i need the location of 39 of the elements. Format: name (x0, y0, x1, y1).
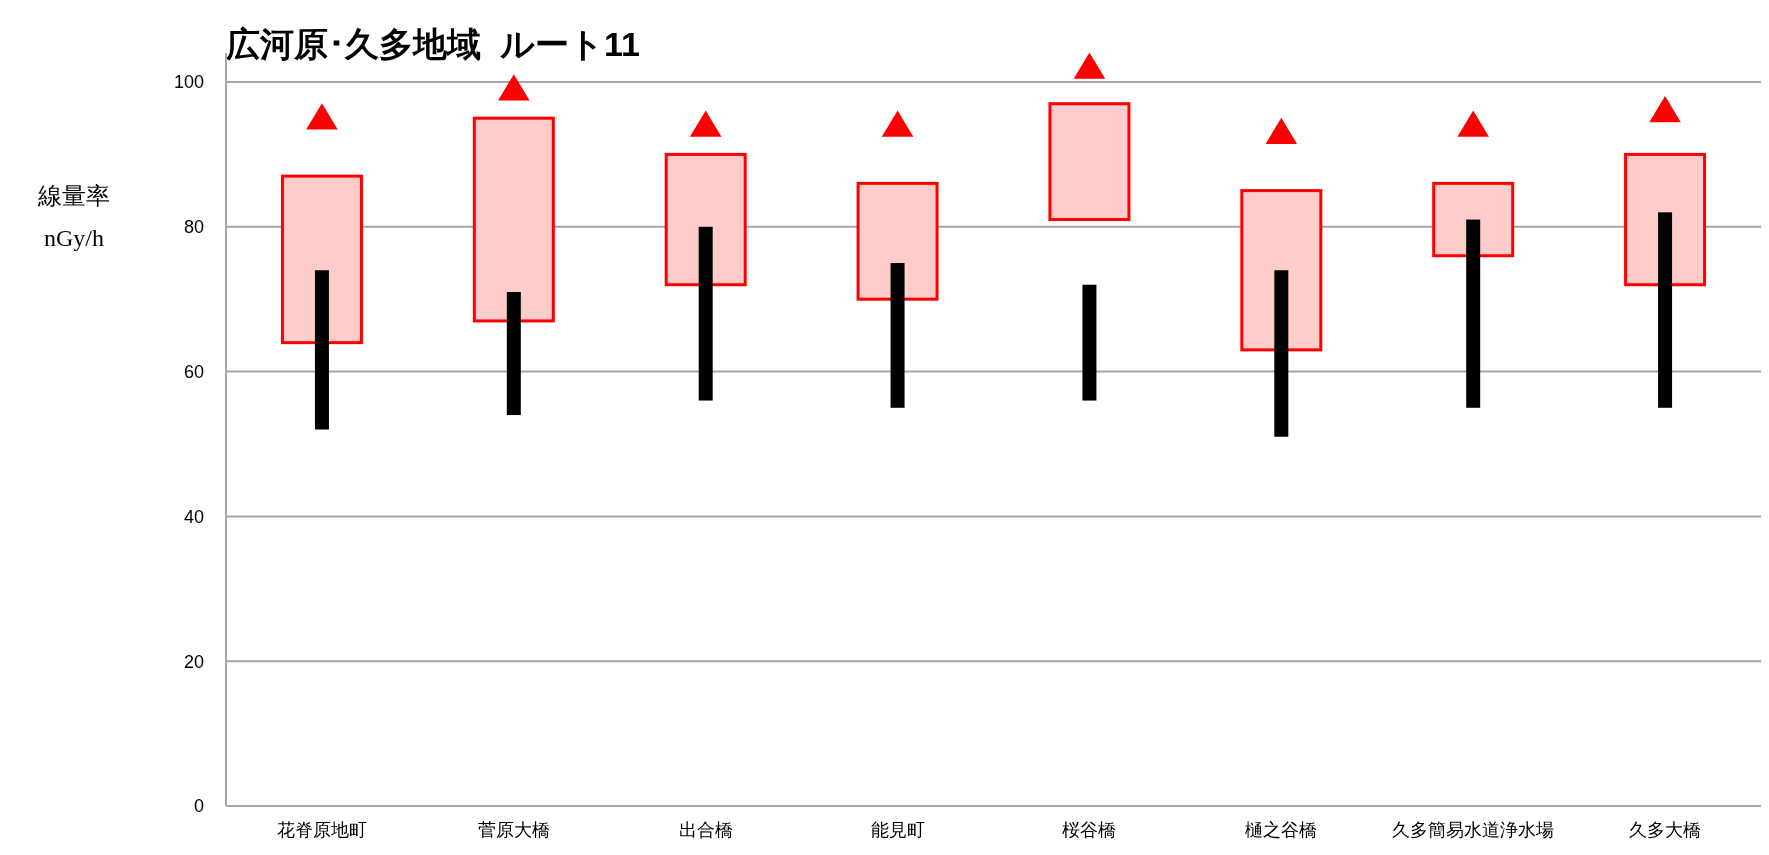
bar (698, 226, 713, 401)
bar (1274, 270, 1289, 437)
point (1649, 95, 1681, 123)
y-tick-label: 40 (183, 506, 204, 527)
x-tick-label: 桜谷橋 (1062, 820, 1117, 840)
bar (314, 270, 329, 430)
y-tick-label: 100 (173, 72, 204, 93)
bar (506, 291, 521, 416)
y-tick-label: 80 (183, 217, 204, 238)
x-tick-label: 菅原大橋 (477, 820, 550, 840)
bar (1658, 212, 1673, 408)
bar (664, 152, 747, 287)
x-tick-label: 久多大橋 (1629, 820, 1702, 840)
point (498, 74, 530, 101)
bar (472, 116, 555, 323)
bar (856, 181, 939, 301)
chart-title: 広河原･久多地域 ルート11 (225, 25, 640, 63)
x-tick-label: 樋之谷橋 (1245, 820, 1318, 840)
point (306, 103, 338, 130)
y-tick-label: 20 (183, 651, 204, 672)
bar (1240, 189, 1323, 352)
bar (1048, 102, 1131, 222)
point (881, 110, 914, 137)
point (1073, 52, 1106, 79)
bar (1432, 181, 1515, 258)
y-axis-title: 線量率 nGy/h (37, 183, 110, 251)
y-tick-label: 60 (183, 361, 204, 382)
point (1265, 117, 1298, 144)
bar (1466, 219, 1481, 408)
point (1457, 110, 1489, 137)
bar (280, 174, 363, 345)
x-tick-label: 出合橋 (678, 820, 733, 840)
point (689, 110, 722, 137)
y-tick-label: 0 (193, 796, 204, 817)
x-tick-label: 花脊原地町 (276, 820, 367, 840)
bar (890, 263, 905, 408)
bar (1082, 284, 1097, 401)
x-tick-label: 久多簡易水道浄水場 (1392, 820, 1555, 840)
x-tick-label: 能見町 (870, 820, 925, 840)
